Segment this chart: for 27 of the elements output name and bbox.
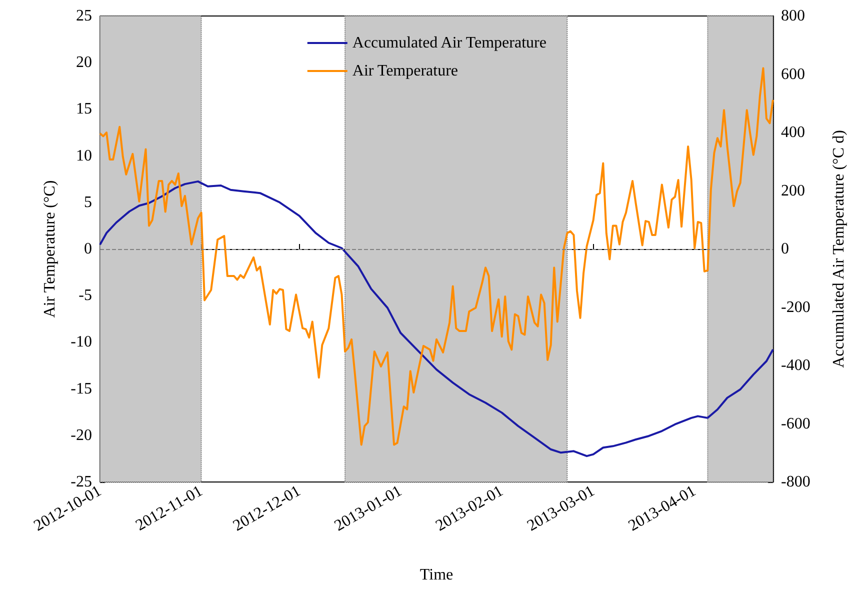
y-tick-label: 25	[76, 8, 92, 24]
y-tick-label: 0	[84, 240, 92, 258]
line-series	[99, 67, 774, 446]
y-tick-label: -10	[70, 334, 92, 351]
y-tick-label: -25	[70, 474, 92, 490]
y-tick-label: -20	[70, 426, 92, 444]
y-tick-label: 15	[76, 100, 92, 118]
y-axis-title: Air Temperature (°C)	[42, 180, 58, 318]
legend-label: Accumulated Air Temperature	[352, 34, 546, 52]
y2-tick-label: 200	[781, 182, 805, 200]
y-tick-label: 10	[76, 147, 92, 164]
x-axis-title: Time	[420, 566, 454, 584]
y-tick-label: -15	[70, 380, 92, 398]
line-series	[99, 180, 774, 458]
y2-tick-label: 400	[781, 124, 805, 141]
y2-axis-title: Accumulated Air Temperature (°C d)	[830, 130, 848, 368]
y-tick-label: 20	[76, 54, 92, 72]
y2-tick-label: -600	[781, 415, 810, 432]
y2-tick-label: -200	[781, 298, 810, 316]
legend-label: Air Temperature	[352, 62, 458, 80]
y-tick-label: 5	[84, 194, 92, 211]
y2-tick-label: 600	[781, 66, 805, 83]
y2-tick-label: -800	[781, 474, 810, 490]
y-tick-label: -5	[78, 287, 92, 304]
y2-tick-label: 800	[781, 8, 805, 24]
y2-tick-label: -400	[781, 357, 810, 374]
y2-tick-label: 0	[781, 240, 789, 258]
